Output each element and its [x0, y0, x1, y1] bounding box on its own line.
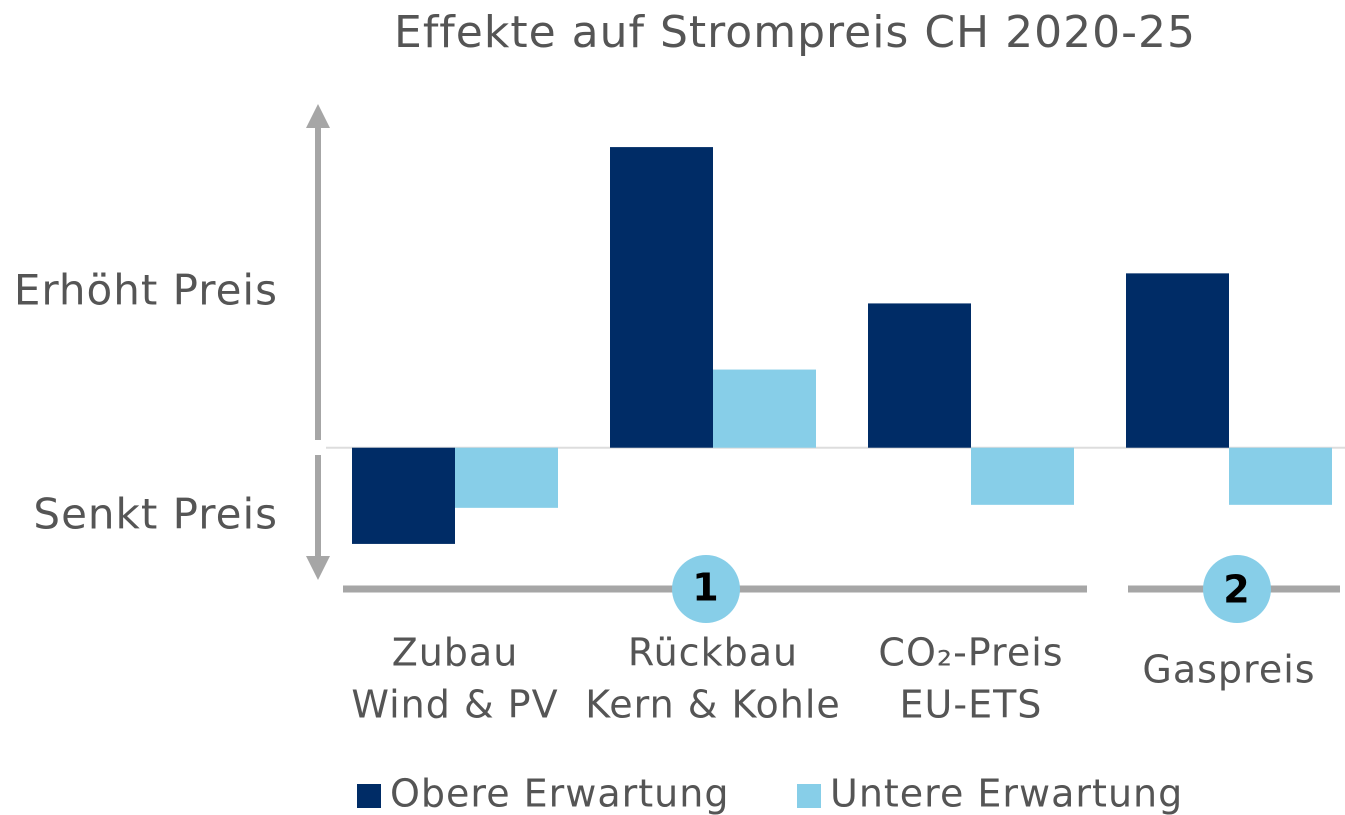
x-tick-label: Gaspreis	[1142, 648, 1315, 692]
group-badge	[672, 555, 740, 623]
chart-title: Effekte auf Strompreis CH 2020-25	[394, 7, 1196, 58]
bar	[352, 447, 455, 544]
x-tick-label: CO₂-Preis	[878, 631, 1063, 675]
x-tick-label: Zubau	[392, 631, 519, 675]
bar	[1229, 447, 1332, 505]
bar	[868, 303, 971, 448]
group-label: 2	[1223, 568, 1250, 612]
legend-label: Obere Erwartung	[390, 772, 729, 815]
group-badge	[1203, 555, 1271, 623]
bar	[455, 447, 558, 508]
axis-annotation: Senkt Preis	[33, 490, 278, 539]
axis-arrow	[306, 104, 330, 580]
bar	[1126, 273, 1229, 448]
x-tick-label: Wind & PV	[351, 683, 558, 727]
x-tick-label: Kern & Kohle	[585, 683, 841, 727]
bar	[713, 369, 816, 448]
axis-annotation: Erhöht Preis	[14, 266, 278, 315]
x-tick-label: Rückbau	[628, 631, 798, 675]
bar	[610, 147, 713, 448]
legend-swatch	[357, 784, 381, 808]
group-label: 1	[692, 566, 719, 610]
bar	[971, 447, 1074, 505]
legend-label: Untere Erwartung	[830, 772, 1183, 815]
legend-swatch	[797, 784, 821, 808]
x-tick-label: EU-ETS	[900, 683, 1043, 727]
